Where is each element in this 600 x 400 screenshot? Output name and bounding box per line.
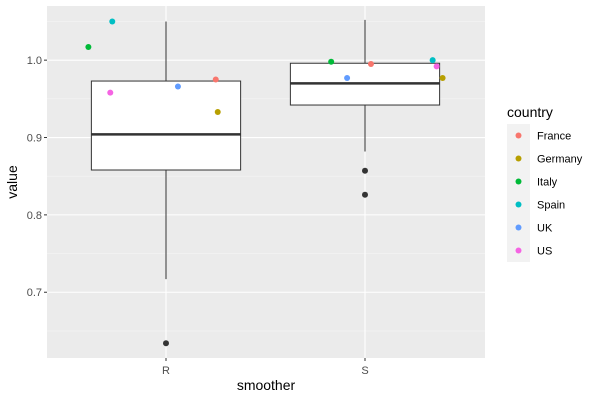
legend-item-france: France: [507, 124, 571, 147]
data-point-france: [367, 61, 374, 68]
legend-item-germany: Germany: [507, 147, 583, 170]
data-point-italy: [328, 58, 335, 65]
points-layer: [85, 18, 446, 115]
legend-item-spain: Spain: [507, 193, 565, 216]
legend: country France Germany Italy Spain UK US: [507, 104, 583, 262]
legend-swatch: [515, 201, 522, 208]
outlier-point: [362, 167, 368, 174]
box-R: [90, 21, 242, 347]
legend-label: Italy: [537, 177, 558, 189]
legend-swatch: [515, 155, 522, 162]
legend-swatch: [515, 132, 522, 139]
data-point-spain: [429, 57, 436, 64]
y-axis-title: value: [4, 165, 20, 199]
legend-label: UK: [537, 223, 553, 235]
legend-label: Germany: [537, 154, 583, 166]
y-tick-label: 0.7: [27, 287, 42, 299]
legend-swatch: [515, 178, 522, 185]
x-tick-label: S: [361, 365, 368, 377]
legend-title: country: [507, 104, 553, 120]
y-tick-label: 0.8: [27, 210, 42, 222]
legend-label: US: [537, 246, 552, 258]
plot-panel: [47, 6, 485, 358]
data-point-germany: [214, 108, 221, 115]
legend-item-uk: UK: [507, 216, 553, 239]
x-tick-label: R: [162, 365, 170, 377]
box-body: [90, 80, 242, 171]
data-point-italy: [85, 44, 92, 51]
y-axis-ticks: 0.7 0.8 0.9 1.0: [27, 55, 47, 299]
boxes-layer: [90, 19, 441, 347]
legend-label: France: [537, 131, 571, 143]
legend-label: Spain: [537, 200, 565, 212]
data-point-germany: [439, 74, 446, 81]
data-point-uk: [344, 74, 351, 81]
x-axis-title: smoother: [237, 377, 296, 393]
data-point-us: [433, 63, 440, 70]
y-tick-label: 0.9: [27, 133, 42, 145]
outlier-point: [362, 191, 368, 198]
legend-swatch: [515, 247, 522, 254]
y-tick-label: 1.0: [27, 55, 42, 67]
data-point-france: [212, 76, 219, 83]
data-point-us: [107, 89, 114, 96]
data-point-uk: [174, 83, 181, 90]
legend-item-us: US: [507, 239, 552, 262]
legend-swatch: [515, 224, 522, 231]
outlier-point: [163, 340, 169, 347]
box-S: [289, 19, 441, 198]
legend-item-italy: Italy: [507, 170, 558, 193]
data-point-spain: [109, 18, 116, 25]
